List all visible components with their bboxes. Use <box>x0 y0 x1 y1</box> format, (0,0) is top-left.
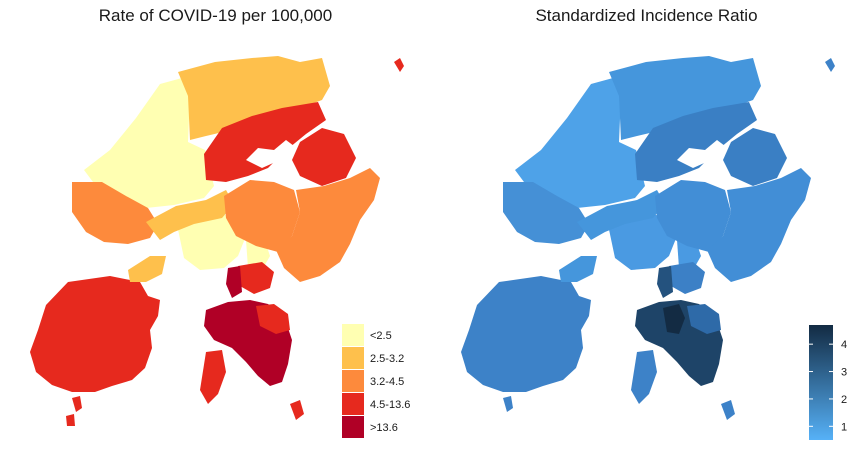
region-lantau-islet <box>72 396 82 412</box>
map-regions <box>30 56 404 426</box>
region-west-gold <box>128 256 166 282</box>
map-title: Rate of COVID-19 per 100,000 <box>98 6 333 25</box>
tolo-harbour <box>677 140 725 168</box>
region-northwest <box>515 78 645 208</box>
legend-label: 4.5-13.6 <box>370 399 410 411</box>
region-lamma <box>200 350 226 404</box>
legend-swatch <box>342 393 364 415</box>
region-kowloon <box>238 262 274 294</box>
legend-swatch <box>342 324 364 346</box>
region-tai-po <box>635 102 757 182</box>
colorbar-tick-label: 3 <box>841 367 847 379</box>
region-tsuen-wan <box>176 212 246 270</box>
region-far-islet <box>394 58 404 72</box>
region-hk-island-east <box>687 304 721 334</box>
legend-swatch <box>342 347 364 369</box>
colorbar <box>809 325 833 440</box>
map-regions <box>461 56 835 420</box>
legend-label: 2.5-3.2 <box>370 353 404 365</box>
region-sai-kung-north <box>723 128 787 186</box>
tolo-harbour <box>246 140 294 168</box>
region-tsuen-wan <box>607 212 677 270</box>
region-sai-kung <box>707 168 811 282</box>
legend-swatch <box>342 370 364 392</box>
sir-choropleth: 1 2 3 4 <box>461 56 847 440</box>
region-west <box>559 256 597 282</box>
region-tai-po <box>204 102 326 182</box>
covid-rate-map-panel: Rate of COVID-19 per 100,000 <box>30 6 410 438</box>
region-small-islet <box>290 400 304 420</box>
region-central <box>577 190 665 240</box>
region-lantau <box>461 276 591 392</box>
region-tuen-mun <box>72 182 158 244</box>
region-kowloon <box>669 262 705 294</box>
region-sha-tin <box>655 180 731 252</box>
colorbar-tick-label: 1 <box>841 421 847 433</box>
colorbar-tick-label: 4 <box>841 339 847 351</box>
legend: <2.5 2.5-3.2 3.2-4.5 4.5-13.6 >13.6 <box>342 324 410 438</box>
region-hk-island-east <box>256 304 290 334</box>
region-kowloon-city <box>226 266 242 298</box>
region-sha-tin <box>224 180 300 252</box>
sir-map-panel: Standardized Incidence Ratio <box>431 0 862 460</box>
region-lamma <box>631 350 657 404</box>
legend-swatch <box>342 416 364 438</box>
legend-label: <2.5 <box>370 330 392 342</box>
region-lantau <box>30 276 160 392</box>
map-title: Standardized Incidence Ratio <box>535 6 758 25</box>
region-kowloon-city <box>657 266 673 298</box>
region-sai-kung <box>276 168 380 282</box>
region-lantau-islet <box>66 414 75 426</box>
region-north <box>178 56 330 140</box>
region-far-islet <box>825 58 835 72</box>
region-sai-kung-north <box>292 128 356 186</box>
region-tuen-mun <box>503 182 589 244</box>
colorbar-tick-label: 2 <box>841 394 847 406</box>
region-lantau-islet <box>503 396 513 412</box>
legend-label: >13.6 <box>370 422 398 434</box>
colorbar-legend: 1 2 3 4 <box>809 325 847 440</box>
region-north <box>609 56 761 140</box>
region-small-islet <box>721 400 735 420</box>
covid-rate-choropleth: <2.5 2.5-3.2 3.2-4.5 4.5-13.6 >13.6 <box>30 56 410 438</box>
region-central-gold <box>146 190 234 240</box>
region-central-district <box>663 304 685 334</box>
legend-label: 3.2-4.5 <box>370 376 404 388</box>
region-northwest <box>84 78 214 208</box>
